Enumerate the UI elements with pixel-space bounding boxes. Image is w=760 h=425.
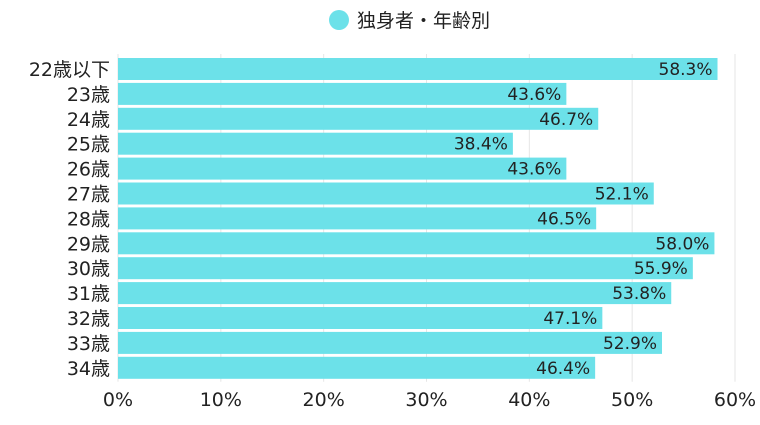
x-tick-label: 30%: [405, 389, 447, 411]
data-label: 38.4%: [454, 135, 508, 155]
bar: [118, 356, 596, 379]
bar: [118, 257, 693, 280]
category-label: 31歳: [67, 283, 110, 305]
data-label: 43.6%: [507, 85, 561, 105]
bar: [118, 58, 718, 80]
bar: [118, 307, 603, 329]
category-label: 27歳: [67, 184, 110, 206]
x-axis-tick-labels: 0% 10% 20% 30% 40% 50% 60%: [103, 389, 756, 411]
data-label: 46.5%: [537, 209, 591, 229]
category-label: 33歳: [67, 333, 110, 355]
bars: 58.3% 43.6% 46.7% 38.4% 43.6% 52.1%46.5% 58.0%…: [118, 58, 718, 379]
x-tick-label: 0%: [103, 389, 133, 411]
category-label: 23歳: [67, 84, 110, 106]
x-tick-label: 20%: [303, 389, 345, 411]
bar: [118, 82, 567, 105]
legend-label: 独身者・年齢別: [357, 10, 490, 32]
legend: 独身者・年齢別: [329, 10, 490, 32]
category-label: 26歳: [67, 159, 110, 181]
category-label: 29歳: [67, 233, 110, 255]
category-label: 25歳: [67, 134, 110, 156]
bar: [118, 331, 662, 354]
x-tick-label: 10%: [200, 389, 242, 411]
data-label: 43.6%: [507, 160, 561, 180]
x-tick-label: 40%: [508, 389, 550, 411]
category-label: 24歳: [67, 109, 110, 131]
data-label: 46.4%: [536, 359, 590, 379]
bar: [118, 132, 513, 155]
x-tick-label: 60%: [714, 389, 756, 411]
category-label: 34歳: [67, 358, 110, 380]
data-label: 46.7%: [539, 110, 593, 130]
data-label: 58.3%: [659, 60, 713, 80]
category-label: 30歳: [67, 258, 110, 280]
bar: [118, 107, 599, 130]
bar: [118, 232, 715, 255]
category-label: 32歳: [67, 308, 110, 330]
bar: [118, 207, 597, 230]
legend-marker: [329, 10, 349, 30]
data-label: 52.9%: [603, 334, 657, 354]
bar: [118, 282, 672, 305]
bar: [118, 182, 654, 205]
data-label: 47.1%: [543, 309, 597, 329]
category-label: 22歳以下: [29, 59, 110, 81]
data-label: 55.9%: [634, 259, 688, 279]
bar: [118, 157, 567, 180]
data-label: 53.8%: [612, 284, 666, 304]
data-label: 58.0%: [655, 234, 709, 254]
category-label: 28歳: [67, 208, 110, 230]
data-label: 52.1%: [595, 185, 649, 205]
x-tick-label: 50%: [611, 389, 653, 411]
